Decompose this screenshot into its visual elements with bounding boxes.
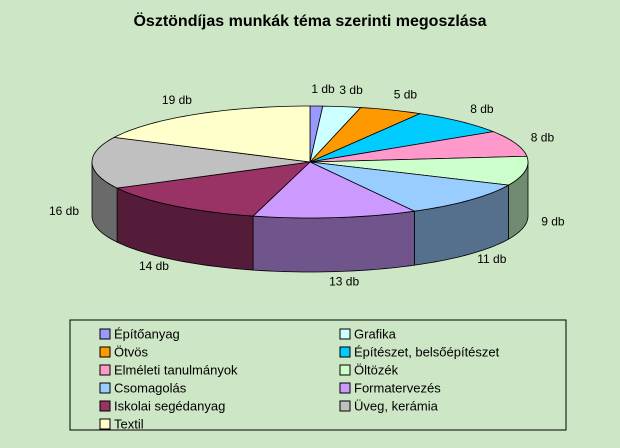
data-label: 3 db <box>339 83 363 97</box>
legend-swatch <box>340 401 350 411</box>
legend-label: Grafika <box>354 326 397 341</box>
legend-swatch <box>100 347 110 357</box>
legend-label: Építészet, belsőépítészet <box>354 344 500 359</box>
legend-label: Építőanyag <box>114 326 180 341</box>
data-label: 8 db <box>470 102 494 116</box>
data-label: 16 db <box>49 204 79 218</box>
legend-swatch <box>340 365 350 375</box>
legend-swatch <box>100 401 110 411</box>
data-label: 5 db <box>394 87 418 101</box>
legend-swatch <box>100 329 110 339</box>
data-label: 13 db <box>329 274 359 288</box>
data-label: 14 db <box>139 259 169 273</box>
legend-label: Formatervezés <box>354 380 441 395</box>
legend-swatch <box>340 329 350 339</box>
legend-label: Öltözék <box>354 362 399 377</box>
legend-swatch <box>100 419 110 429</box>
legend-label: Csomagolás <box>114 380 187 395</box>
legend-swatch <box>100 365 110 375</box>
legend-label: Textil <box>114 416 144 431</box>
legend-swatch <box>100 383 110 393</box>
chart-title: Ösztöndíjas munkák téma szerinti megoszl… <box>133 11 486 30</box>
data-label: 1 db <box>311 82 335 96</box>
chart: Ösztöndíjas munkák téma szerinti megoszl… <box>0 0 620 448</box>
data-label: 11 db <box>477 252 506 266</box>
legend-label: Iskolai segédanyag <box>114 398 225 413</box>
legend-label: Üveg, kerámia <box>354 398 439 413</box>
legend-swatch <box>340 347 350 357</box>
data-label: 9 db <box>541 214 565 228</box>
legend-swatch <box>340 383 350 393</box>
data-label: 8 db <box>531 130 555 144</box>
pie-side <box>253 211 414 272</box>
pie <box>92 106 528 272</box>
legend-label: Elméleti tanulmányok <box>114 362 238 377</box>
data-label: 19 db <box>162 93 192 107</box>
legend-label: Ötvös <box>114 344 148 359</box>
